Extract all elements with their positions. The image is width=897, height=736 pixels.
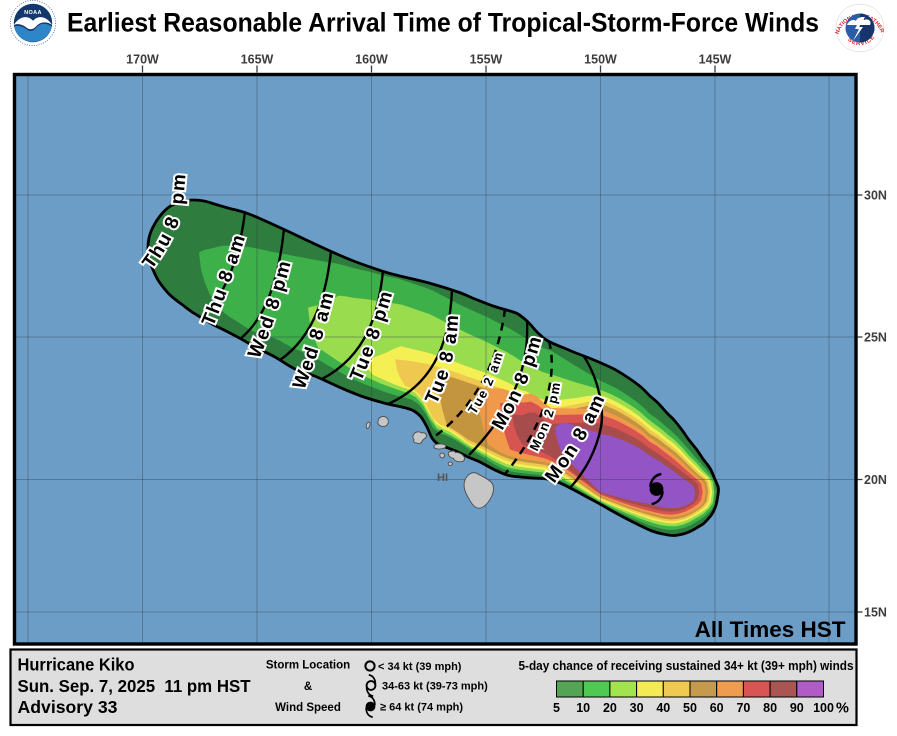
svg-text:80: 80 [763,701,777,715]
svg-text:34-63 kt (39-73 mph): 34-63 kt (39-73 mph) [382,681,488,693]
svg-text:5: 5 [553,701,560,715]
svg-text:20N: 20N [864,473,887,487]
svg-text:10: 10 [576,701,590,715]
svg-text:170W: 170W [126,53,159,67]
svg-text:Advisory 33: Advisory 33 [18,697,118,717]
svg-text:Sun. Sep. 7, 2025 11 pm HST: Sun. Sep. 7, 2025 11 pm HST [18,676,251,696]
svg-text:&: & [304,681,312,693]
svg-text:30: 30 [630,701,644,715]
svg-text:All Times HST: All Times HST [695,617,846,642]
svg-text:90: 90 [790,701,804,715]
svg-text:%: % [836,701,849,717]
svg-text:< 34 kt (39 mph): < 34 kt (39 mph) [378,661,462,673]
svg-text:100: 100 [813,701,834,715]
svg-text:155W: 155W [470,53,503,67]
svg-text:25N: 25N [864,331,887,345]
svg-text:30N: 30N [864,189,887,203]
svg-text:≥ 64 kt (74 mph): ≥ 64 kt (74 mph) [380,702,463,714]
svg-text:15N: 15N [864,606,887,620]
svg-text:Wind Speed: Wind Speed [275,702,341,714]
svg-text:165W: 165W [241,53,274,67]
svg-text:40: 40 [656,701,670,715]
svg-text:5-day chance of receiving sust: 5-day chance of receiving sustained 34+ … [519,658,854,673]
svg-text:70: 70 [736,701,750,715]
svg-text:HI: HI [437,472,448,484]
svg-text:Storm Location: Storm Location [266,660,350,672]
svg-text:160W: 160W [355,53,388,67]
svg-text:20: 20 [603,701,617,715]
svg-text:60: 60 [710,701,724,715]
svg-text:50: 50 [683,701,697,715]
svg-text:NOAA: NOAA [24,10,42,16]
svg-text:Earliest Reasonable Arrival Ti: Earliest Reasonable Arrival Time of Trop… [67,8,819,38]
svg-text:150W: 150W [584,53,617,67]
svg-text:Hurricane Kiko: Hurricane Kiko [18,655,135,675]
svg-text:145W: 145W [699,53,732,67]
